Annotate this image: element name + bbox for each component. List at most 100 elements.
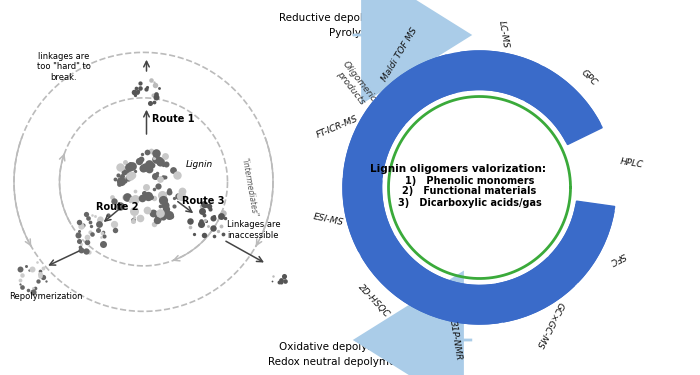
- Text: Route 1: Route 1: [151, 114, 194, 124]
- Point: [158, 174, 169, 180]
- Point: [195, 222, 206, 228]
- Polygon shape: [420, 276, 498, 324]
- Point: [76, 247, 87, 253]
- Point: [155, 176, 166, 182]
- Text: Oligomeric
products: Oligomeric products: [332, 60, 378, 110]
- Point: [134, 158, 145, 164]
- Point: [98, 233, 109, 239]
- Point: [148, 186, 160, 192]
- Text: HPLC: HPLC: [620, 157, 644, 170]
- Point: [160, 206, 172, 212]
- Point: [20, 263, 32, 269]
- Point: [97, 241, 108, 247]
- Polygon shape: [461, 51, 539, 99]
- Point: [134, 215, 146, 221]
- Point: [129, 90, 140, 96]
- Point: [201, 218, 212, 224]
- Point: [172, 172, 183, 178]
- Polygon shape: [526, 67, 600, 141]
- Point: [141, 149, 153, 155]
- Point: [17, 272, 28, 278]
- Text: Pyrolysis: Pyrolysis: [328, 28, 374, 38]
- Point: [81, 239, 92, 245]
- Point: [74, 228, 85, 234]
- Point: [74, 238, 85, 244]
- Point: [154, 159, 165, 165]
- Text: "intermediates": "intermediates": [239, 156, 258, 218]
- Point: [267, 278, 278, 284]
- Point: [165, 213, 176, 219]
- Point: [150, 156, 162, 162]
- Point: [126, 196, 137, 202]
- Point: [119, 178, 130, 184]
- Point: [127, 218, 139, 224]
- Point: [136, 151, 148, 157]
- Point: [163, 189, 174, 195]
- Point: [164, 187, 175, 193]
- Point: [27, 285, 38, 291]
- Point: [27, 266, 38, 272]
- Point: [149, 172, 160, 178]
- Point: [209, 232, 220, 238]
- Point: [124, 164, 135, 170]
- Point: [109, 226, 120, 232]
- Point: [185, 224, 196, 230]
- Point: [148, 79, 160, 85]
- Text: Maldi TOF MS: Maldi TOF MS: [380, 27, 419, 84]
- Point: [196, 202, 207, 208]
- Polygon shape: [343, 51, 615, 324]
- Point: [148, 99, 159, 105]
- Point: [118, 166, 130, 172]
- Point: [203, 223, 214, 229]
- Point: [155, 210, 166, 216]
- Point: [146, 194, 157, 200]
- Point: [207, 225, 218, 231]
- Point: [160, 161, 172, 167]
- Point: [144, 166, 155, 172]
- Point: [127, 217, 139, 223]
- Point: [158, 214, 169, 220]
- Point: [208, 213, 219, 219]
- Point: [133, 88, 144, 94]
- Text: FT-ICR-MS: FT-ICR-MS: [315, 114, 360, 140]
- Point: [119, 169, 130, 175]
- Point: [129, 188, 140, 194]
- Point: [199, 217, 211, 223]
- Point: [115, 203, 126, 209]
- Point: [126, 162, 137, 168]
- Point: [35, 268, 46, 274]
- Point: [154, 213, 165, 219]
- Polygon shape: [550, 204, 614, 282]
- Point: [85, 219, 96, 225]
- Text: GC×GC-MS: GC×GC-MS: [534, 300, 565, 350]
- Text: Lignin oligomers valorization:: Lignin oligomers valorization:: [370, 165, 545, 174]
- Point: [156, 192, 167, 198]
- Point: [130, 85, 141, 91]
- Text: Linkages are
inaccessible: Linkages are inaccessible: [227, 220, 280, 240]
- Point: [72, 232, 83, 238]
- Point: [160, 201, 171, 207]
- Point: [106, 194, 118, 200]
- Point: [94, 221, 105, 227]
- Point: [108, 221, 120, 227]
- Point: [41, 278, 52, 284]
- Point: [185, 218, 196, 224]
- Point: [141, 84, 152, 90]
- Point: [169, 195, 180, 201]
- Point: [274, 279, 285, 285]
- Point: [145, 77, 156, 83]
- Point: [216, 216, 227, 222]
- Point: [163, 212, 174, 218]
- Point: [217, 231, 228, 237]
- Text: Oxidative depolymerization: Oxidative depolymerization: [279, 342, 424, 352]
- Point: [160, 153, 171, 159]
- Point: [150, 82, 161, 88]
- Point: [203, 203, 214, 209]
- Point: [31, 259, 42, 265]
- Point: [157, 197, 168, 203]
- Point: [97, 230, 108, 236]
- Point: [145, 99, 156, 105]
- Point: [120, 194, 131, 200]
- Text: 2D-HSQC: 2D-HSQC: [356, 282, 392, 319]
- Point: [15, 281, 26, 287]
